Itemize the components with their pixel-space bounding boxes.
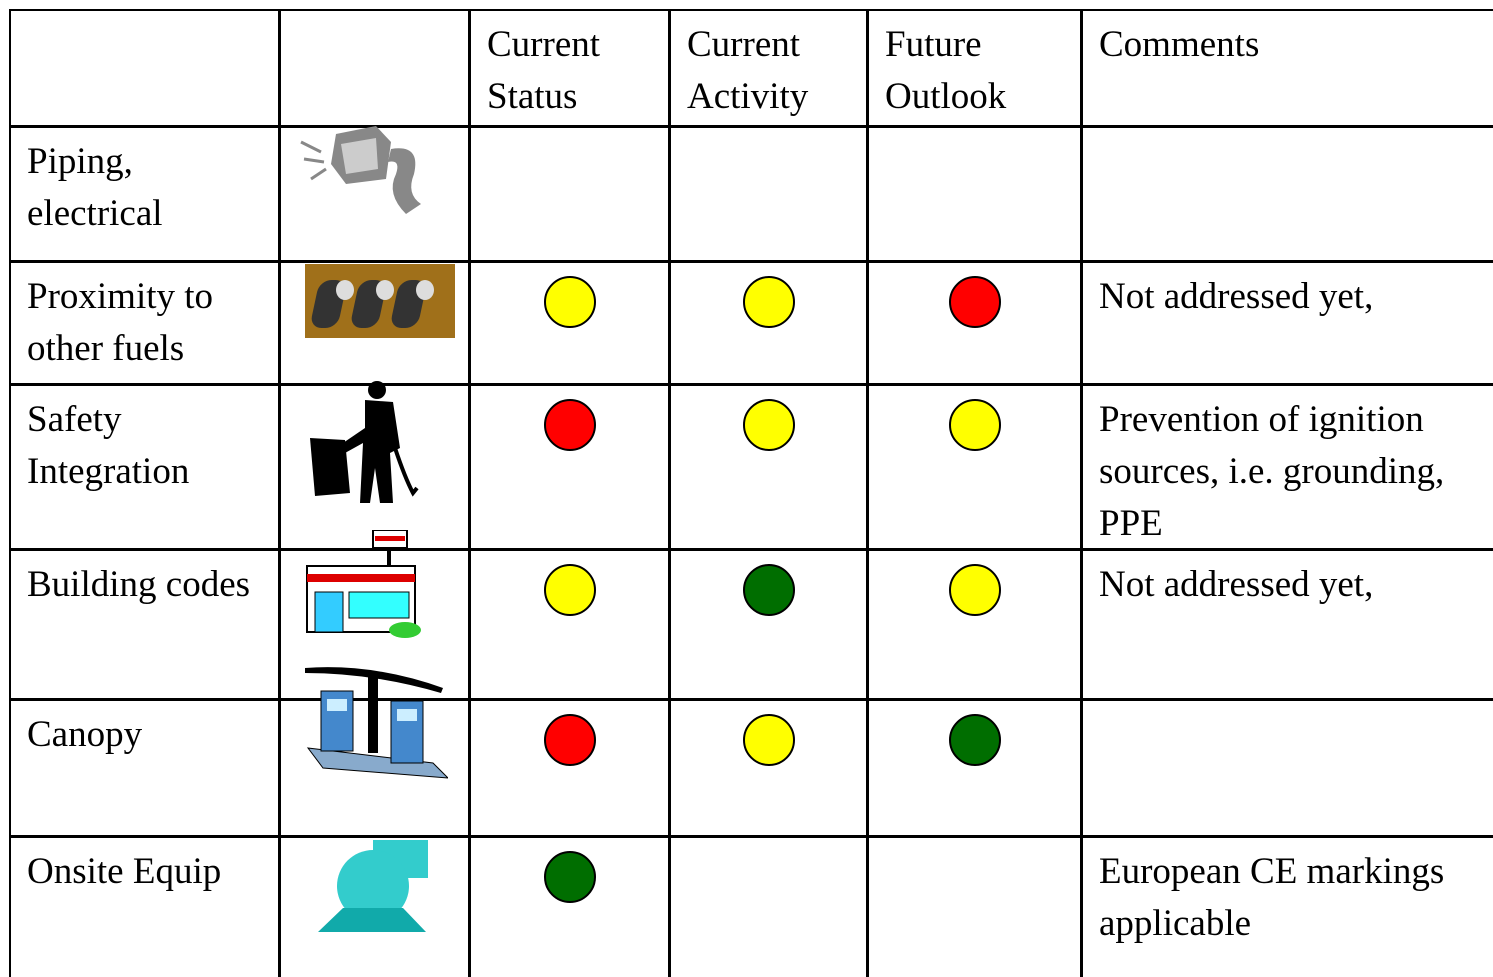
status-cell: [469, 261, 670, 385]
status-dot: [743, 564, 795, 616]
status-dot: [949, 564, 1001, 616]
status-dot: [949, 399, 1001, 451]
equipment-icon: [318, 840, 428, 932]
status-cell: [669, 384, 868, 550]
comment-cell: [1081, 699, 1493, 837]
status-dot: [743, 714, 795, 766]
status-cell: [469, 384, 670, 550]
status-cell: [669, 261, 868, 385]
status-cell: [469, 836, 670, 977]
header-cell: [9, 9, 280, 127]
row-label: Safety Integration: [9, 384, 280, 550]
safety-icon: [310, 381, 419, 503]
status-cell: [867, 126, 1082, 262]
header-cell: [279, 9, 470, 127]
piping-icon: [300, 126, 421, 214]
status-dot: [544, 276, 596, 328]
canopy-icon: [305, 667, 448, 779]
status-dot: [544, 564, 596, 616]
status-cell: [867, 384, 1082, 550]
row-label: Piping, electrical: [9, 126, 280, 262]
icon-cell: [279, 836, 470, 977]
status-dot: [544, 714, 596, 766]
status-dot: [743, 276, 795, 328]
header-cell: Current Activity: [669, 9, 868, 127]
comment-cell: Not addressed yet,: [1081, 549, 1493, 700]
status-cell: [669, 836, 868, 977]
comment-cell: Not addressed yet,: [1081, 261, 1493, 385]
building-icon: [306, 530, 421, 638]
status-cell: [669, 126, 868, 262]
status-cell: [867, 699, 1082, 837]
row-label: Onsite Equip: [9, 836, 280, 977]
comment-cell: Prevention of ignition sources, i.e. gro…: [1081, 384, 1493, 550]
comment-cell: European CE markings applicable: [1081, 836, 1493, 977]
header-cell: Comments: [1081, 9, 1493, 127]
header-cell: Current Status: [469, 9, 670, 127]
status-dot: [544, 851, 596, 903]
comment-cell: [1081, 126, 1493, 262]
status-dot: [743, 399, 795, 451]
row-label: Proximity to other fuels: [9, 261, 280, 385]
header-cell: Future Outlook: [867, 9, 1082, 127]
status-cell: [867, 836, 1082, 977]
status-cell: [469, 126, 670, 262]
row-label: Building codes: [9, 549, 280, 700]
status-cell: [669, 699, 868, 837]
status-dot: [949, 276, 1001, 328]
status-cell: [669, 549, 868, 700]
status-dot: [544, 399, 596, 451]
row-label: Canopy: [9, 699, 280, 837]
status-cell: [867, 549, 1082, 700]
fuel-cylinders-icon: [305, 264, 455, 338]
status-cell: [469, 549, 670, 700]
status-cell: [867, 261, 1082, 385]
status-cell: [469, 699, 670, 837]
status-dot: [949, 714, 1001, 766]
